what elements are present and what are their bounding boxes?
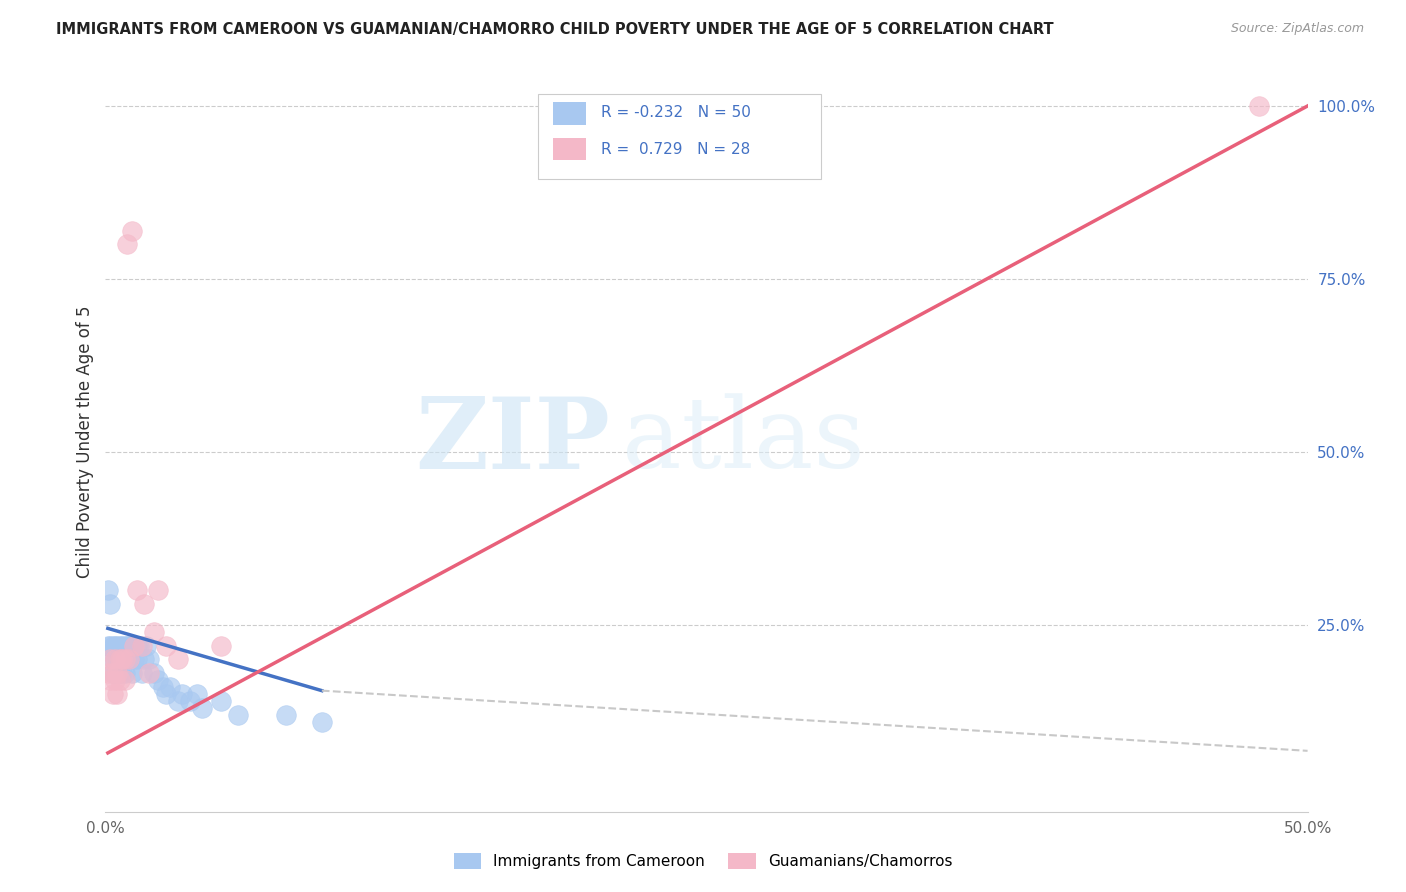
Point xyxy=(104,666,127,681)
Point xyxy=(107,666,129,681)
Point xyxy=(97,666,120,681)
Point xyxy=(166,694,188,708)
Point xyxy=(148,583,170,598)
Point xyxy=(1249,99,1271,113)
Point xyxy=(142,624,165,639)
Point xyxy=(148,673,170,688)
Point xyxy=(128,639,150,653)
Point xyxy=(101,666,124,681)
FancyBboxPatch shape xyxy=(538,94,821,178)
Point xyxy=(209,639,232,653)
Point xyxy=(115,237,138,252)
Point xyxy=(186,687,208,701)
Point xyxy=(132,652,155,666)
Point xyxy=(98,652,121,666)
Point xyxy=(114,639,136,653)
Point xyxy=(142,666,165,681)
Point xyxy=(132,597,155,611)
Point xyxy=(115,652,138,666)
Point xyxy=(125,583,148,598)
Point xyxy=(135,639,157,653)
Point xyxy=(107,639,129,653)
Point xyxy=(98,673,121,688)
Point xyxy=(226,707,249,722)
Point xyxy=(311,714,333,729)
Point xyxy=(274,707,297,722)
Point xyxy=(172,687,194,701)
Point xyxy=(111,639,134,653)
Text: ZIP: ZIP xyxy=(415,393,610,490)
Point xyxy=(104,673,127,688)
Point xyxy=(111,652,134,666)
Y-axis label: Child Poverty Under the Age of 5: Child Poverty Under the Age of 5 xyxy=(76,305,94,578)
Point xyxy=(98,597,121,611)
Text: R =  0.729   N = 28: R = 0.729 N = 28 xyxy=(600,142,749,157)
Point xyxy=(159,680,181,694)
Point xyxy=(138,666,160,681)
Point xyxy=(101,652,124,666)
Point xyxy=(114,652,136,666)
Point xyxy=(131,666,153,681)
Bar xyxy=(553,103,586,125)
Point xyxy=(104,639,127,653)
Point xyxy=(108,639,131,653)
Point xyxy=(125,639,148,653)
Point xyxy=(101,666,124,681)
Text: atlas: atlas xyxy=(623,393,865,490)
Bar xyxy=(553,138,586,161)
Point xyxy=(190,701,212,715)
Point xyxy=(107,652,129,666)
Point xyxy=(104,652,127,666)
Point xyxy=(111,652,134,666)
Point xyxy=(114,666,136,681)
Text: IMMIGRANTS FROM CAMEROON VS GUAMANIAN/CHAMORRO CHILD POVERTY UNDER THE AGE OF 5 : IMMIGRANTS FROM CAMEROON VS GUAMANIAN/CH… xyxy=(56,22,1054,37)
Point xyxy=(111,666,134,681)
Point xyxy=(97,639,120,653)
Point xyxy=(118,652,141,666)
Point xyxy=(114,652,136,666)
Text: R = -0.232   N = 50: R = -0.232 N = 50 xyxy=(600,105,751,120)
Point xyxy=(179,694,201,708)
Point xyxy=(101,687,124,701)
Point xyxy=(121,666,143,681)
Point xyxy=(121,639,143,653)
Point xyxy=(121,223,143,237)
Legend: Immigrants from Cameroon, Guamanians/Chamorros: Immigrants from Cameroon, Guamanians/Cha… xyxy=(447,847,959,875)
Point xyxy=(108,666,131,681)
Point xyxy=(108,652,131,666)
Point xyxy=(125,652,148,666)
Point xyxy=(108,652,131,666)
Point xyxy=(118,652,141,666)
Point xyxy=(152,680,174,694)
Point xyxy=(166,652,188,666)
Point xyxy=(101,639,124,653)
Point xyxy=(209,694,232,708)
Text: Source: ZipAtlas.com: Source: ZipAtlas.com xyxy=(1230,22,1364,36)
Point xyxy=(155,687,177,701)
Point xyxy=(104,652,127,666)
Point xyxy=(131,639,153,653)
Point xyxy=(97,583,120,598)
Point xyxy=(155,639,177,653)
Point xyxy=(114,673,136,688)
Point xyxy=(118,639,141,653)
Point xyxy=(108,673,131,688)
Point xyxy=(115,639,138,653)
Point xyxy=(124,652,146,666)
Point xyxy=(107,687,129,701)
Point xyxy=(124,639,146,653)
Point xyxy=(98,639,121,653)
Point xyxy=(138,652,160,666)
Point xyxy=(107,666,129,681)
